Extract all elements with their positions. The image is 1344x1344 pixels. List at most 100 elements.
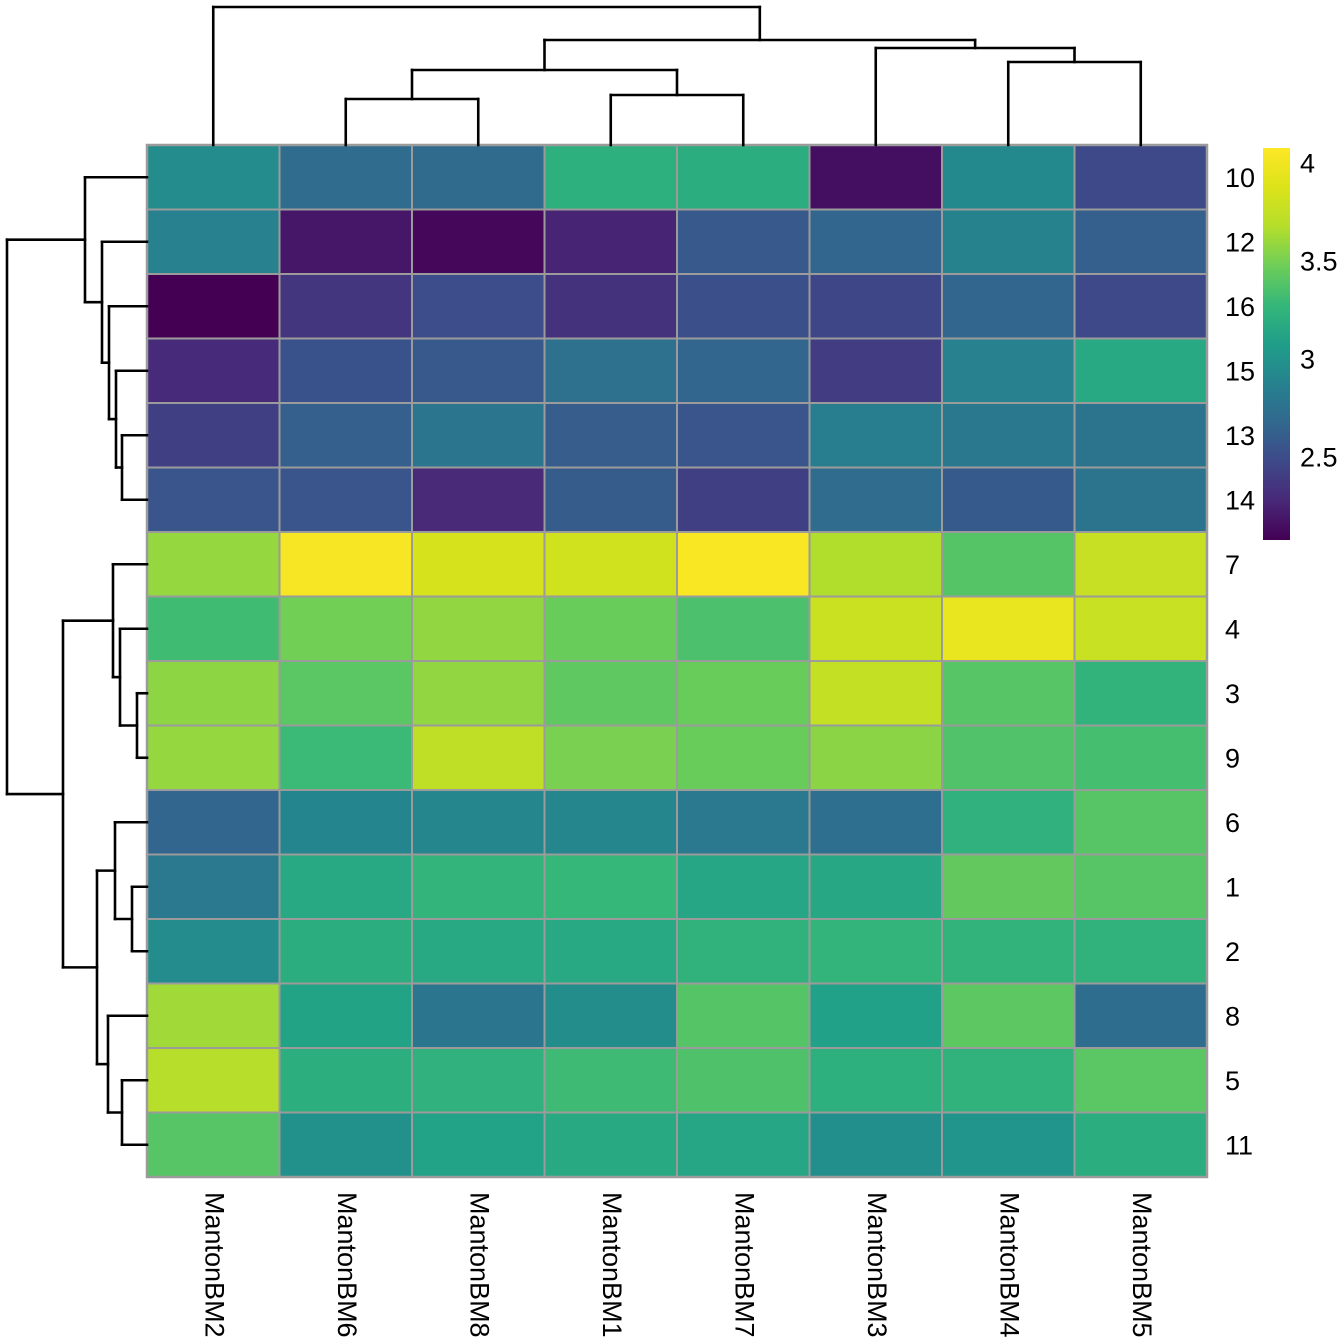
heatmap-cell — [146, 208, 281, 275]
heatmap-cell — [146, 337, 281, 404]
heatmap-cell — [543, 660, 678, 727]
heatmap-cell — [941, 789, 1076, 856]
heatmap-cell — [676, 208, 811, 275]
heatmap-cell — [808, 853, 943, 920]
column-label: MantonBM5 — [1127, 1192, 1157, 1338]
heatmap-cell — [278, 531, 413, 598]
heatmap-cell — [411, 466, 546, 533]
heatmap-cell — [676, 402, 811, 469]
heatmap-cell — [146, 273, 281, 340]
row-label: 15 — [1225, 356, 1255, 386]
heatmap-cell — [146, 402, 281, 469]
heatmap-cell — [676, 1047, 811, 1114]
colorbar-tick-label: 2.5 — [1300, 443, 1338, 473]
heatmap-cell — [278, 789, 413, 856]
heatmap-cell — [941, 531, 1076, 598]
heatmap-cell — [543, 918, 678, 985]
row-label: 16 — [1225, 292, 1255, 322]
heatmap-cell — [411, 724, 546, 791]
colorbar-tick-label: 4 — [1300, 149, 1315, 179]
heatmap-cell — [676, 724, 811, 791]
heatmap-cell — [676, 144, 811, 211]
heatmap-cell — [808, 1111, 943, 1178]
heatmap-cell — [941, 1047, 1076, 1114]
heatmap-cell — [411, 531, 546, 598]
heatmap-cell — [1073, 660, 1208, 727]
heatmap-cell — [1073, 1111, 1208, 1178]
heatmap-cell — [941, 660, 1076, 727]
heatmap-cell — [543, 1047, 678, 1114]
heatmap-cell — [411, 337, 546, 404]
heatmap-cell — [278, 918, 413, 985]
heatmap-cell — [146, 724, 281, 791]
heatmap-cell — [411, 1111, 546, 1178]
heatmap-cell — [543, 466, 678, 533]
heatmap-cell — [146, 531, 281, 598]
heatmap-cell — [808, 724, 943, 791]
heatmap-cell — [1073, 531, 1208, 598]
heatmap-cell — [808, 208, 943, 275]
row-label: 13 — [1225, 421, 1255, 451]
heatmap-cell — [146, 918, 281, 985]
heatmap-cell — [278, 660, 413, 727]
row-label: 11 — [1225, 1130, 1253, 1160]
heatmap-cell — [543, 208, 678, 275]
heatmap-cell — [1073, 789, 1208, 856]
row-label: 4 — [1225, 614, 1240, 644]
heatmap-cell — [543, 982, 678, 1049]
heatmap-cell — [543, 595, 678, 662]
heatmap-cell — [278, 724, 413, 791]
heatmap-cell — [941, 144, 1076, 211]
heatmap-cell — [1073, 337, 1208, 404]
heatmap-cell — [278, 466, 413, 533]
heatmap-cell — [146, 466, 281, 533]
row-label: 12 — [1225, 227, 1255, 257]
heatmap-cell — [1073, 724, 1208, 791]
heatmap-cell — [1073, 273, 1208, 340]
heatmap-cell — [676, 1111, 811, 1178]
heatmap-cell — [543, 789, 678, 856]
heatmap-cell — [411, 144, 546, 211]
heatmap-cell — [808, 144, 943, 211]
heatmap-cell — [411, 789, 546, 856]
heatmap-cell — [543, 402, 678, 469]
heatmap-cell — [1073, 208, 1208, 275]
heatmap-cell — [411, 1047, 546, 1114]
heatmap-cell — [411, 918, 546, 985]
heatmap-cell — [676, 660, 811, 727]
heatmap-cell — [411, 853, 546, 920]
heatmap-cell — [278, 144, 413, 211]
heatmap-cell — [411, 208, 546, 275]
colorbar-tick-label: 3.5 — [1300, 247, 1338, 277]
row-label: 7 — [1225, 550, 1240, 580]
heatmap-cell — [146, 660, 281, 727]
heatmap-cell — [1073, 1047, 1208, 1114]
heatmap-cell — [146, 1047, 281, 1114]
heatmap-cell — [411, 660, 546, 727]
heatmap-cell — [146, 595, 281, 662]
heatmap-cell — [941, 273, 1076, 340]
heatmap-cell — [676, 273, 811, 340]
heatmap-cell — [941, 982, 1076, 1049]
row-label: 8 — [1225, 1001, 1240, 1031]
heatmap-cell — [543, 724, 678, 791]
heatmap-cell — [278, 595, 413, 662]
heatmap-cell — [808, 531, 943, 598]
row-label: 3 — [1225, 679, 1240, 709]
heatmap-cell — [1073, 853, 1208, 920]
heatmap-cell — [941, 466, 1076, 533]
heatmap-cell — [941, 208, 1076, 275]
heatmap-cell — [543, 273, 678, 340]
heatmap-cell — [278, 402, 413, 469]
heatmap-cell — [1073, 402, 1208, 469]
heatmap-cell — [676, 789, 811, 856]
heatmap-cell — [808, 273, 943, 340]
heatmap-cell — [411, 982, 546, 1049]
heatmap-cell — [808, 337, 943, 404]
heatmap-cell — [676, 982, 811, 1049]
heatmap-cell — [676, 853, 811, 920]
heatmap-cell — [676, 918, 811, 985]
heatmap-cell — [278, 208, 413, 275]
heatmap-cell — [808, 789, 943, 856]
heatmap-cell — [941, 402, 1076, 469]
